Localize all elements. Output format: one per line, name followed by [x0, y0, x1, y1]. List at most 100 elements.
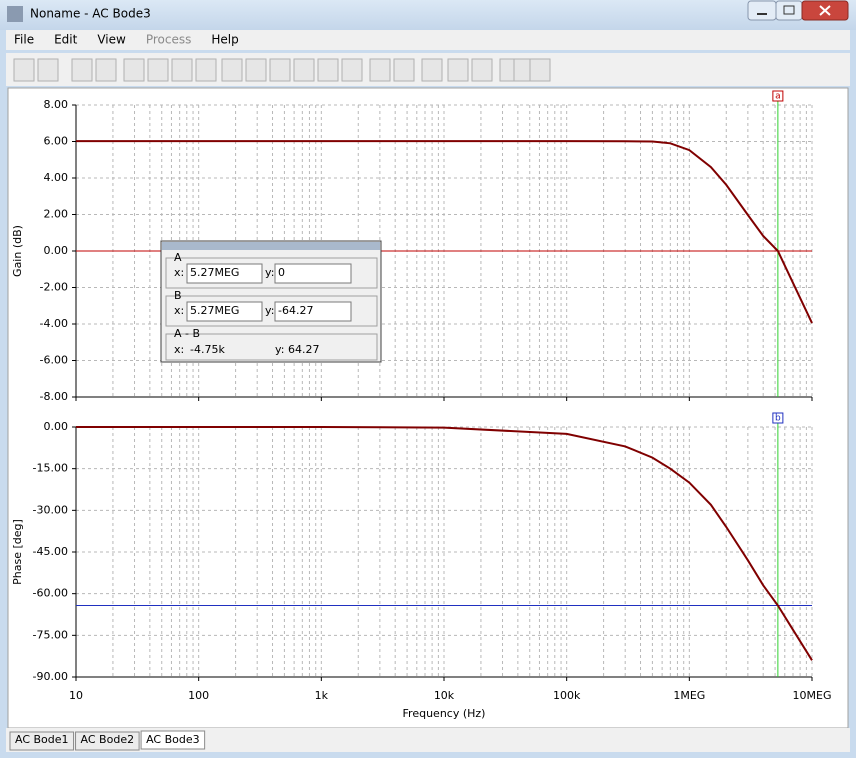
toolbar-button[interactable]: [269, 58, 291, 82]
y-tick-label: -4.00: [40, 317, 68, 330]
panel-titlebar: [162, 242, 380, 250]
toolbar-button[interactable]: [293, 58, 315, 82]
toolbar-button[interactable]: [393, 58, 415, 82]
chart-area: [7, 87, 849, 729]
y-tick-label: -2.00: [40, 281, 68, 294]
x-tick-label: 10: [69, 689, 83, 702]
x-tick-label: 10MEG: [793, 689, 832, 702]
section-box: [165, 333, 378, 361]
toolbar-button[interactable]: [95, 58, 117, 82]
y-field[interactable]: [274, 263, 352, 284]
toolbar-button[interactable]: [195, 58, 217, 82]
tab-label: AC Bode2: [81, 733, 135, 746]
y-label: y:: [265, 266, 274, 279]
app-icon: [7, 6, 23, 22]
y-value: 0: [278, 266, 285, 279]
close-glyph: [819, 5, 831, 16]
y-tick-label: 2.00: [44, 208, 69, 221]
x-field[interactable]: [186, 301, 263, 322]
tab-label: AC Bode1: [15, 733, 69, 746]
toolbar-button[interactable]: [447, 58, 469, 82]
x-tick-label: 1k: [315, 689, 329, 702]
toolbar-button[interactable]: [13, 58, 35, 82]
minimize-button[interactable]: [747, 0, 777, 21]
toolbar-button[interactable]: [529, 58, 551, 82]
cursor-marker: [772, 90, 784, 102]
y-tick-label: 8.00: [44, 98, 69, 111]
y-tick-label: -75.00: [33, 628, 68, 641]
y-label: y:: [265, 304, 274, 317]
tab[interactable]: [9, 731, 75, 751]
toolbar-icons: [13, 58, 551, 82]
x-label: x:: [174, 343, 184, 356]
maximize-glyph: [783, 5, 795, 15]
section-box: [165, 257, 378, 289]
cursor-marker-label: a: [775, 92, 781, 102]
x-value: -4.75k: [190, 343, 225, 356]
tab[interactable]: [75, 731, 140, 751]
x-label: x:: [174, 266, 184, 279]
x-tick-label: 100: [188, 689, 209, 702]
cursor-marker: [772, 412, 784, 424]
menu-item[interactable]: Edit: [54, 33, 78, 47]
y-tick-label: -6.00: [40, 354, 68, 367]
x-axis-label: Frequency (Hz): [403, 707, 486, 720]
y-tick-label: 6.00: [44, 135, 69, 148]
menu-item[interactable]: View: [97, 33, 126, 47]
toolbar-button[interactable]: [171, 58, 193, 82]
x-label: x:: [174, 304, 184, 317]
x-value: 5.27MEG: [190, 304, 239, 317]
toolbar-button[interactable]: [471, 58, 493, 82]
section-title: A - B: [174, 327, 200, 340]
toolbar-button[interactable]: [369, 58, 391, 82]
toolbar-button[interactable]: [71, 58, 93, 82]
x-tick-label: 100k: [553, 689, 581, 702]
y-tick-label: 0.00: [44, 244, 69, 257]
y-tick-label: 4.00: [44, 171, 69, 184]
toolbar-button[interactable]: [221, 58, 243, 82]
y-field[interactable]: [274, 301, 352, 322]
x-tick-label: 1MEG: [673, 689, 705, 702]
section-title: B: [174, 289, 182, 302]
toolbar-button[interactable]: [317, 58, 339, 82]
tab-label: AC Bode3: [146, 733, 200, 746]
data-line: [76, 140, 813, 324]
maximize-button[interactable]: [775, 0, 803, 21]
menu-bar: [6, 30, 850, 50]
y-label: y:: [275, 343, 284, 356]
y-value: 64.27: [288, 343, 320, 356]
toolbar-button[interactable]: [341, 58, 363, 82]
toolbar-button[interactable]: [123, 58, 145, 82]
tab[interactable]: [140, 730, 206, 750]
y-value: -64.27: [278, 304, 313, 317]
toolbar-button[interactable]: [147, 58, 169, 82]
y-tick-label: -15.00: [33, 462, 68, 475]
y-tick-label: 0.00: [44, 420, 69, 433]
y-tick-label: -60.00: [33, 587, 68, 600]
plot-frame: [75, 105, 812, 398]
window-title: Noname - AC Bode3: [30, 7, 151, 21]
cursor-panel: Ax: y: 5.27MEG 0 Bx: y: 5.27MEG -64.27 A - B x: y:…: [160, 240, 382, 363]
cursor-marker-label: b: [775, 414, 781, 424]
y-tick-label: -45.00: [33, 545, 68, 558]
menu-item[interactable]: Process: [146, 33, 192, 47]
y-axis-label: Gain (dB): [11, 225, 24, 277]
x-tick-label: 10k: [434, 689, 455, 702]
section-box: [165, 295, 378, 327]
y-tick-label: -90.00: [33, 670, 68, 683]
y-tick-label: -30.00: [33, 503, 68, 516]
y-tick-label: -8.00: [40, 390, 68, 403]
toolbar-button[interactable]: [245, 58, 267, 82]
menu-item[interactable]: File: [14, 33, 34, 47]
data-line: [76, 426, 813, 661]
y-axis-label: Phase [deg]: [11, 519, 24, 585]
menu-item[interactable]: Help: [211, 33, 238, 47]
x-value: 5.27MEG: [190, 266, 239, 279]
x-field[interactable]: [186, 263, 263, 284]
toolbar-button[interactable]: [421, 58, 443, 82]
title-bar: [0, 0, 856, 30]
plot-frame: [75, 427, 812, 678]
toolbar-button[interactable]: [37, 58, 59, 82]
section-title: A: [174, 251, 182, 264]
